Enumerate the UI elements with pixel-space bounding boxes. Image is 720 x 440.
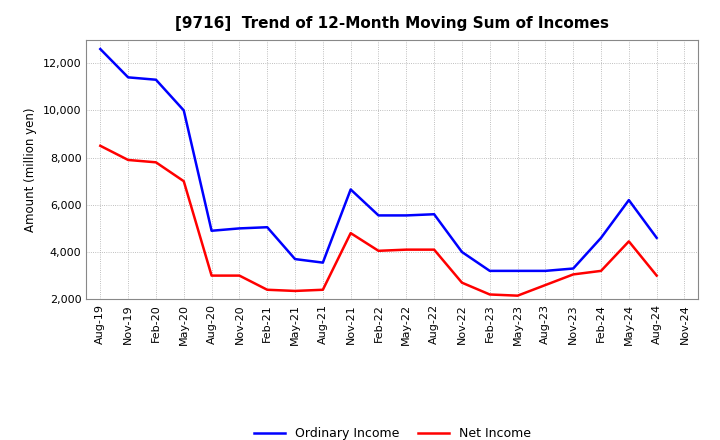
Ordinary Income	[569, 266, 577, 271]
Line: Ordinary Income: Ordinary Income	[100, 49, 657, 271]
Net Income	[179, 179, 188, 184]
Net Income	[318, 287, 327, 293]
Net Income	[485, 292, 494, 297]
Ordinary Income	[485, 268, 494, 274]
Ordinary Income	[346, 187, 355, 192]
Net Income	[346, 231, 355, 236]
Ordinary Income	[291, 257, 300, 262]
Net Income	[374, 248, 383, 253]
Net Income	[624, 239, 633, 244]
Net Income	[597, 268, 606, 274]
Legend: Ordinary Income, Net Income: Ordinary Income, Net Income	[248, 422, 536, 440]
Ordinary Income	[541, 268, 550, 274]
Ordinary Income	[179, 108, 188, 113]
Net Income	[513, 293, 522, 298]
Ordinary Income	[402, 213, 410, 218]
Ordinary Income	[235, 226, 243, 231]
Ordinary Income	[430, 212, 438, 217]
Net Income	[124, 158, 132, 163]
Net Income	[152, 160, 161, 165]
Ordinary Income	[597, 235, 606, 241]
Net Income	[96, 143, 104, 148]
Net Income	[235, 273, 243, 278]
Net Income	[541, 282, 550, 288]
Ordinary Income	[458, 249, 467, 255]
Ordinary Income	[263, 224, 271, 230]
Net Income	[263, 287, 271, 293]
Net Income	[652, 273, 661, 278]
Ordinary Income	[513, 268, 522, 274]
Net Income	[458, 280, 467, 285]
Ordinary Income	[207, 228, 216, 233]
Ordinary Income	[96, 46, 104, 51]
Line: Net Income: Net Income	[100, 146, 657, 296]
Title: [9716]  Trend of 12-Month Moving Sum of Incomes: [9716] Trend of 12-Month Moving Sum of I…	[176, 16, 609, 32]
Ordinary Income	[124, 75, 132, 80]
Ordinary Income	[652, 235, 661, 241]
Net Income	[207, 273, 216, 278]
Net Income	[569, 272, 577, 277]
Ordinary Income	[318, 260, 327, 265]
Ordinary Income	[624, 198, 633, 203]
Net Income	[430, 247, 438, 252]
Y-axis label: Amount (million yen): Amount (million yen)	[24, 107, 37, 231]
Net Income	[402, 247, 410, 252]
Net Income	[291, 288, 300, 293]
Ordinary Income	[152, 77, 161, 82]
Ordinary Income	[374, 213, 383, 218]
